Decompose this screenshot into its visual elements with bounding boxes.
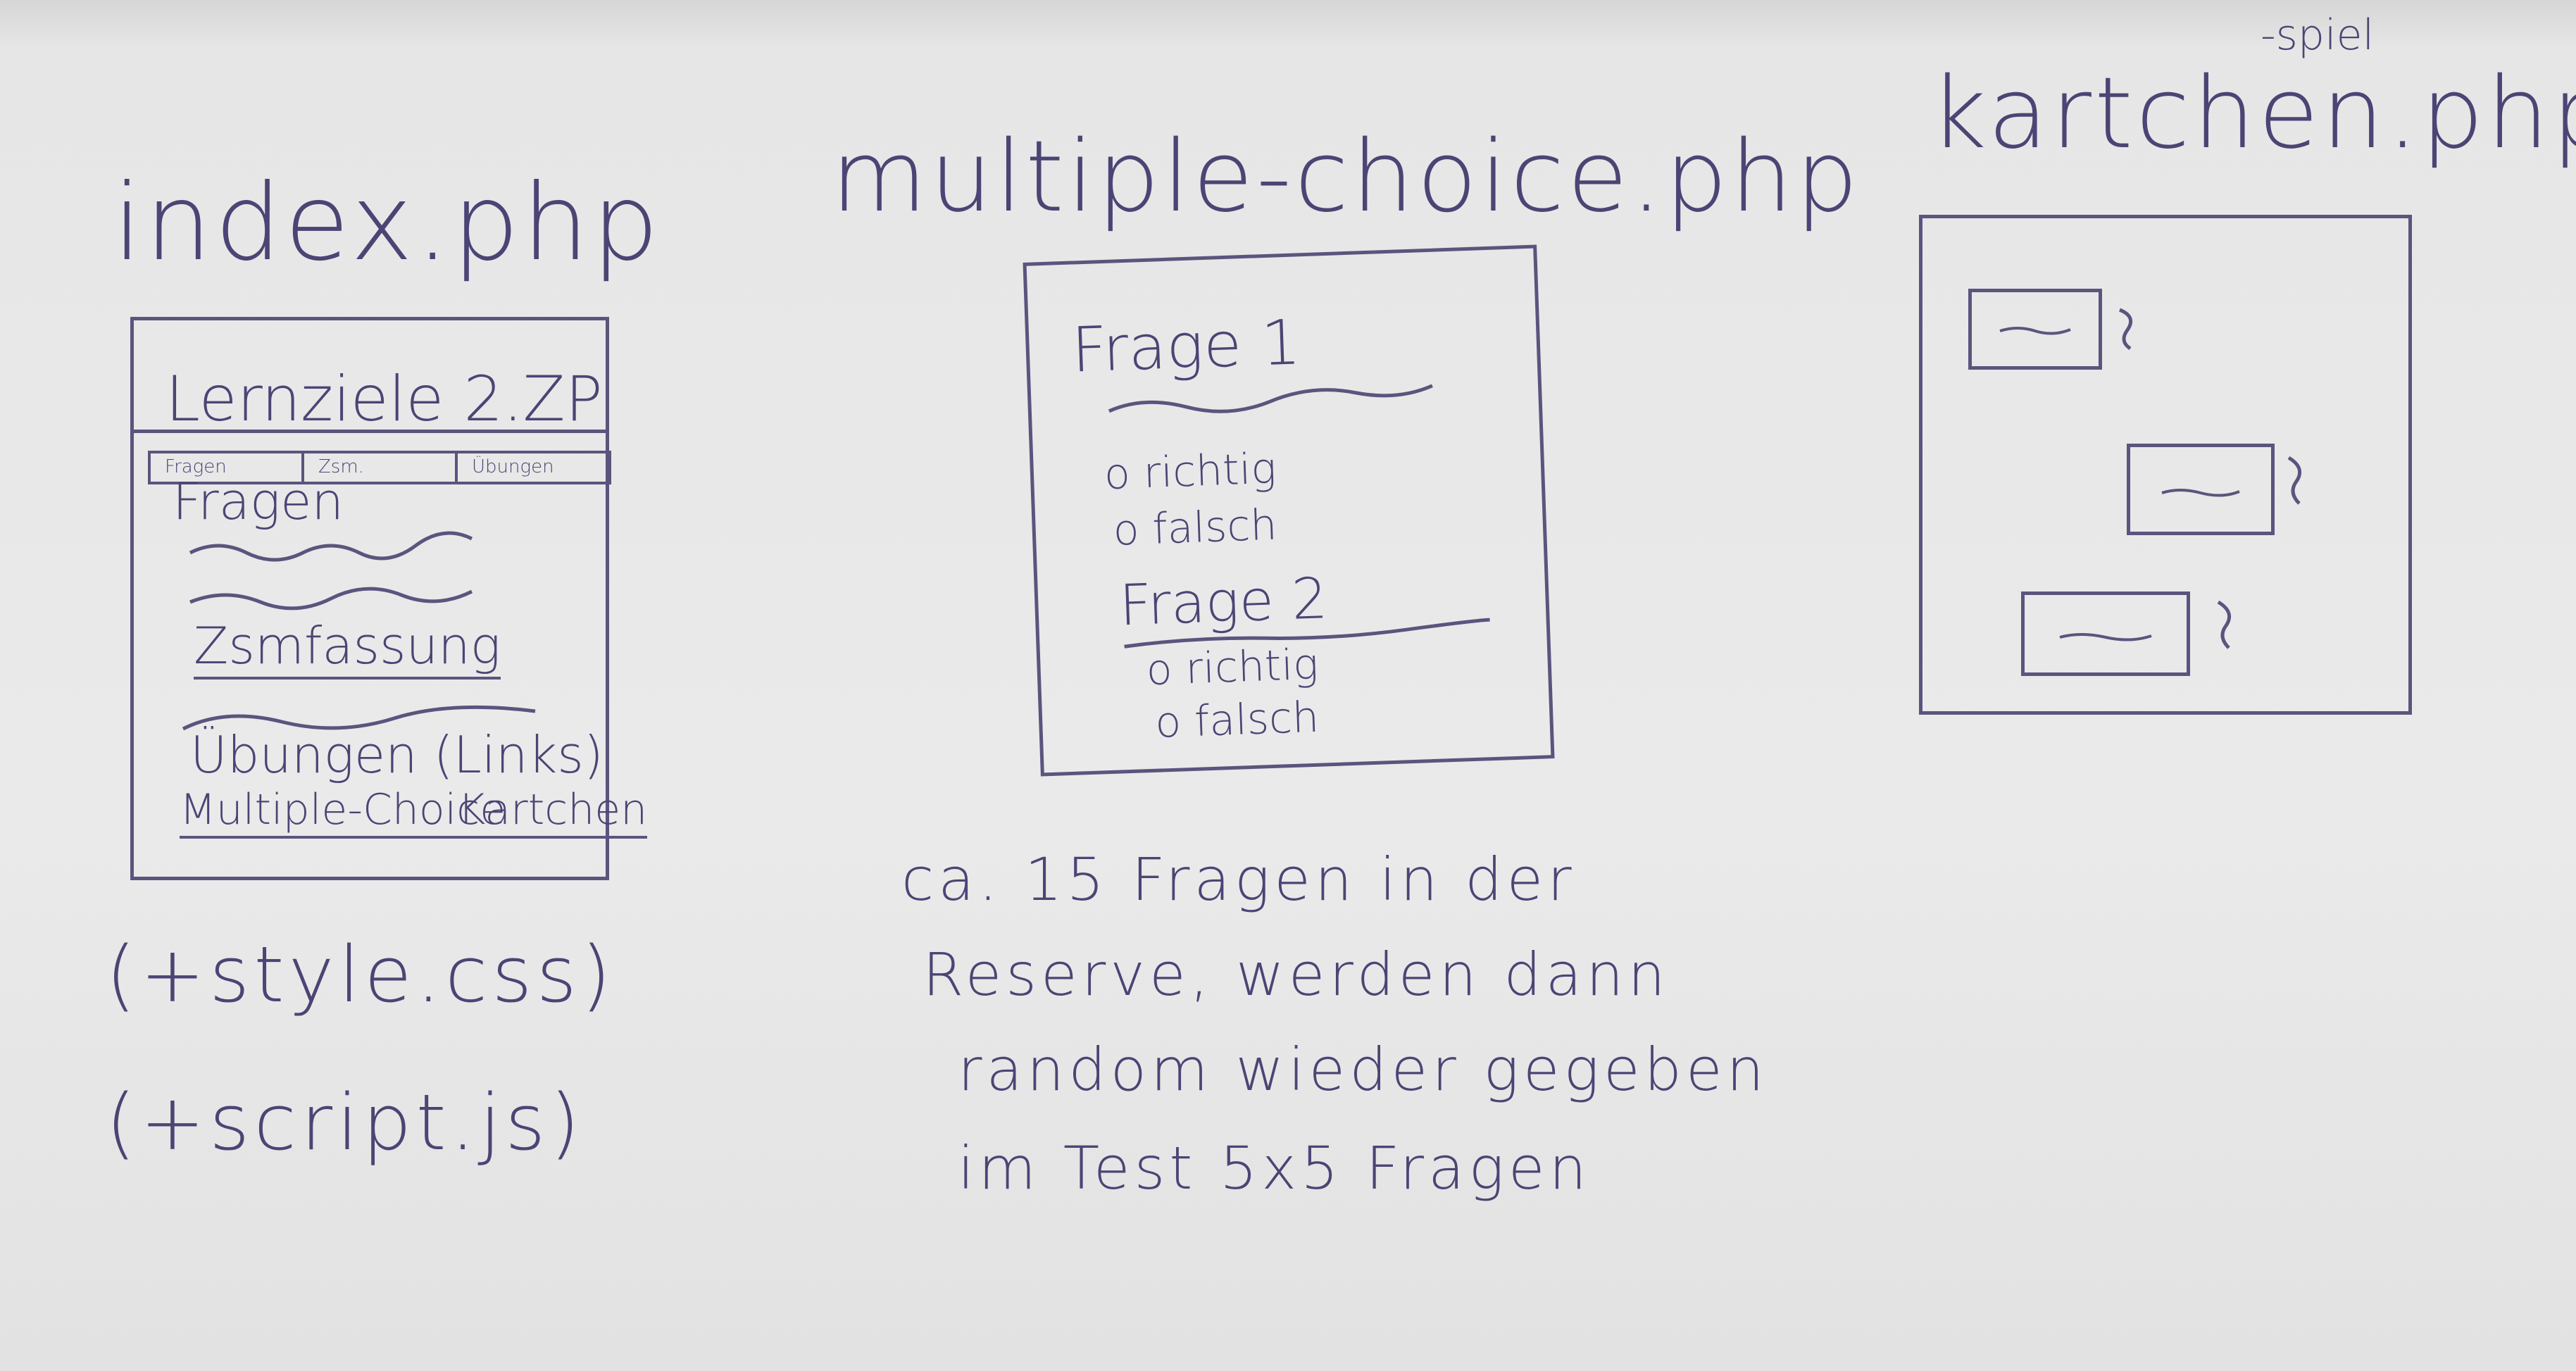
nav-item-zsm: Zsm. [301, 453, 455, 482]
nav-item-uebungen: Übungen [455, 453, 608, 482]
flashcard-2-flip-icon[interactable] [2282, 451, 2310, 507]
section-zsmfassung-heading: Zsmfassung [194, 616, 501, 680]
question-2-text-scribble [1124, 618, 1490, 649]
q1-option-falsch[interactable]: o falsch [1112, 500, 1278, 556]
mc-note-line-1: ca. 15 Fragen in der [901, 845, 1576, 914]
mc-note-line-3: random wieder gegeben [958, 1035, 1768, 1104]
nav-item-fragen: Fragen [165, 456, 227, 477]
flashcard-1[interactable] [1968, 289, 2102, 370]
kartchen-filename-addition: -spiel [2261, 11, 2375, 60]
q2-option-falsch[interactable]: o falsch [1154, 692, 1320, 748]
index-header-title: Lernziele 2.ZP [165, 363, 603, 435]
index-filename: index.php [113, 162, 662, 284]
link-multiple-choice[interactable]: Multiple-Choice [180, 785, 506, 839]
asset-style-css: (+style.css) [106, 929, 615, 1020]
q2-option-richtig[interactable]: o richtig [1145, 639, 1320, 696]
mc-note-line-2: Reserve, werden dann [923, 940, 1670, 1009]
multiple-choice-page-wireframe: Frage 1 o richtig o falsch Frage 2 o ric… [1023, 244, 1555, 777]
kartchen-page-wireframe [1919, 215, 2412, 715]
mc-note-line-4: im Test 5x5 Fragen [958, 1134, 1591, 1203]
index-page-wireframe: Lernziele 2.ZP Fragen Zsm. Übungen Frage… [130, 317, 648, 880]
flashcard-3-flip-icon[interactable] [2211, 595, 2239, 651]
multiple-choice-filename: multiple-choice.php [831, 120, 1861, 234]
flashcard-2[interactable] [2127, 444, 2275, 535]
flashcard-1-text-scribble [1999, 327, 2071, 335]
index-nav-bar: Fragen Zsm. Übungen [148, 451, 611, 484]
scribble-lines-fragen [189, 531, 473, 611]
flashcard-3[interactable] [2021, 591, 2190, 676]
q1-option-richtig[interactable]: o richtig [1103, 444, 1277, 500]
section-uebungen-heading: Übungen (Links) [190, 725, 604, 784]
question-1-label: Frage 1 [1070, 306, 1302, 387]
section-fragen-heading: Fragen [173, 472, 344, 531]
flashcard-3-text-scribble [2059, 633, 2152, 641]
flashcard-1-flip-icon[interactable] [2113, 303, 2141, 352]
header-divider [134, 430, 606, 433]
scribble-line-zsmfassung [182, 705, 536, 731]
kartchen-filename: kartchen.php [1930, 56, 2576, 171]
link-kartchen[interactable]: Kartchen [458, 785, 648, 839]
asset-script-js: (+script.js) [106, 1077, 584, 1167]
question-1-text-scribble [1108, 384, 1433, 413]
flashcard-2-text-scribble [2161, 489, 2240, 497]
paper-top-shadow [0, 0, 2576, 49]
